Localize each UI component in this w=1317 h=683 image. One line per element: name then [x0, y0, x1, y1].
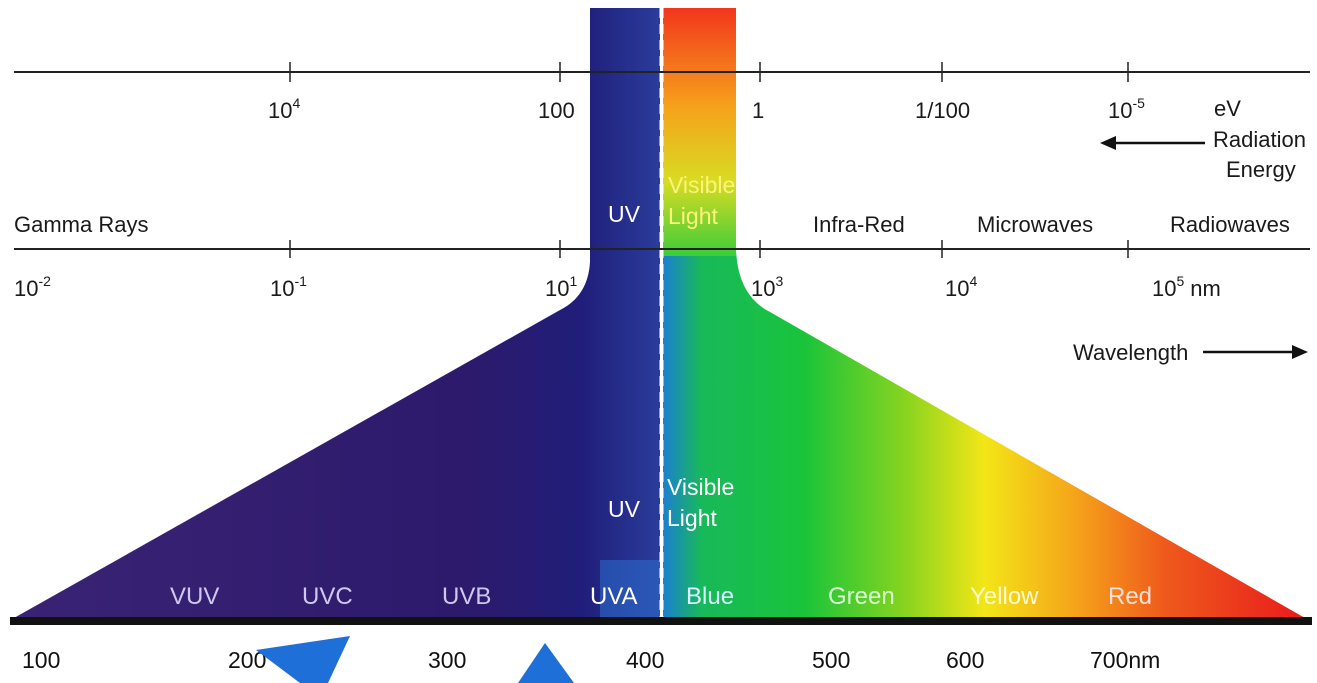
uv-label-top: UV: [608, 201, 641, 227]
energy-tick-10e4: 104: [268, 95, 300, 123]
band-green: Green: [828, 583, 895, 610]
radiation-label: Radiation: [1213, 127, 1306, 152]
energy-tick-1: 1: [752, 98, 764, 123]
energy-unit-ev: eV: [1214, 96, 1241, 121]
nm-tick-400: 400: [626, 647, 664, 673]
band-uva: UVA: [590, 583, 638, 610]
uv-region: [14, 8, 660, 618]
nm-tick-600: 600: [946, 647, 984, 673]
nm-tick-500: 500: [812, 647, 850, 673]
energy-direction-arrow: [1100, 136, 1205, 150]
nm-tick-700: 700nm: [1090, 647, 1160, 673]
energy-label: Energy: [1226, 157, 1296, 182]
microwaves-label: Microwaves: [977, 212, 1093, 237]
visible-region: [663, 250, 1305, 618]
wavelength-tick-10e5: 105 nm: [1152, 273, 1221, 301]
wavelength-tick-10e4: 104: [945, 273, 977, 301]
wavelength-tick-10e-1: 10-1: [270, 273, 307, 301]
uv-label-detail: UV: [608, 496, 641, 522]
energy-tick-1-100: 1/100: [915, 98, 970, 123]
energy-tick-10e-5: 10-5: [1108, 95, 1145, 123]
radiowaves-label: Radiowaves: [1170, 212, 1290, 237]
band-blue: Blue: [686, 583, 734, 610]
visible-label-top-1: Visible: [668, 172, 735, 198]
nm-tick-300: 300: [428, 647, 466, 673]
wavelength-axis-ticks: [289, 240, 1129, 258]
visible-label-top-2: Light: [668, 203, 718, 229]
infrared-label: Infra-Red: [813, 212, 905, 237]
visible-label-detail-1: Visible: [667, 474, 734, 500]
uva-glow: [600, 560, 660, 618]
wavelength-tick-10e-2: 10-2: [14, 273, 51, 301]
band-uvb: UVB: [442, 583, 491, 610]
band-red: Red: [1108, 583, 1152, 610]
band-uvc: UVC: [302, 583, 353, 610]
visible-column: [663, 8, 736, 256]
visible-label-detail-2: Light: [667, 505, 717, 531]
wavelength-tick-10e1: 101: [545, 273, 577, 301]
gamma-rays-label: Gamma Rays: [14, 212, 148, 237]
energy-axis-ticks: [289, 62, 1129, 82]
energy-tick-100: 100: [538, 98, 575, 123]
wavelength-tick-10e3: 103: [751, 273, 783, 301]
band-yellow: Yellow: [970, 583, 1039, 610]
band-vuv: VUV: [170, 583, 219, 610]
pointer-arrow-uvc: [256, 636, 350, 683]
wavelength-direction-arrow: [1203, 345, 1308, 359]
pointer-arrow-uva: [518, 643, 574, 683]
wavelength-label: Wavelength: [1073, 340, 1188, 365]
nm-axis-bar: [10, 617, 1312, 625]
nm-tick-100: 100: [22, 647, 60, 673]
